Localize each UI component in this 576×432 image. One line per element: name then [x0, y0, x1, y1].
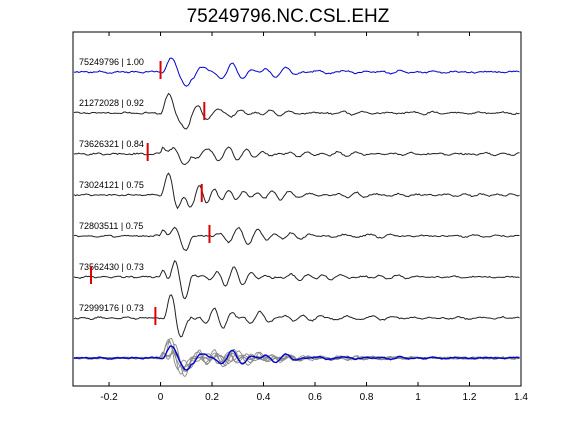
- chart-title: 75249796.NC.CSL.EHZ: [186, 6, 390, 27]
- trace-72803511: [73, 226, 520, 251]
- trace-label-73024121: 73024121 | 0.75: [79, 180, 144, 190]
- x-tick-label: -0.2: [100, 392, 118, 403]
- x-tick-label: 0.8: [360, 392, 374, 403]
- x-tick-label: 0.4: [257, 392, 271, 403]
- overlay-trace-2: [73, 338, 520, 371]
- overlay-trace-0: [73, 340, 520, 372]
- trace-73626321: [73, 146, 520, 166]
- trace-label-73562430: 73562430 | 0.73: [79, 262, 144, 272]
- stacked-overlay-group: [73, 337, 520, 378]
- trace-label-73626321: 73626321 | 0.84: [79, 139, 144, 149]
- x-tick-label: 1: [415, 392, 421, 403]
- trace-labels-group: 75249796 | 1.00 21272028 | 0.92 73626321 |…: [79, 57, 144, 313]
- trace-72999176: [73, 294, 520, 338]
- x-tick-label: 0: [158, 392, 164, 403]
- pick-markers-group: [90, 61, 211, 325]
- trace-73024121: [73, 172, 520, 210]
- trace-75249796: [73, 57, 520, 87]
- x-tick-label: 1.2: [463, 392, 477, 403]
- axes-box: [72, 31, 522, 387]
- traces-group: [73, 57, 520, 338]
- trace-label-75249796: 75249796 | 1.00: [79, 57, 144, 67]
- trace-label-72803511: 72803511 | 0.75: [79, 221, 143, 231]
- trace-label-72999176: 72999176 | 0.73: [79, 303, 144, 313]
- x-tick-label: 0.6: [308, 392, 322, 403]
- trace-label-21272028: 21272028 | 0.92: [79, 98, 144, 108]
- trace-73562430: [73, 260, 520, 300]
- x-axis-ticks: -0.2 0 0.2 0.4 0.6 0.8 1 1.2 1.4: [100, 32, 528, 403]
- x-tick-label: 0.2: [205, 392, 219, 403]
- overlay-trace-6: [73, 345, 520, 371]
- overlay-trace-5: [73, 337, 520, 375]
- x-tick-label: 1.4: [514, 392, 528, 403]
- trace-21272028: [73, 92, 520, 130]
